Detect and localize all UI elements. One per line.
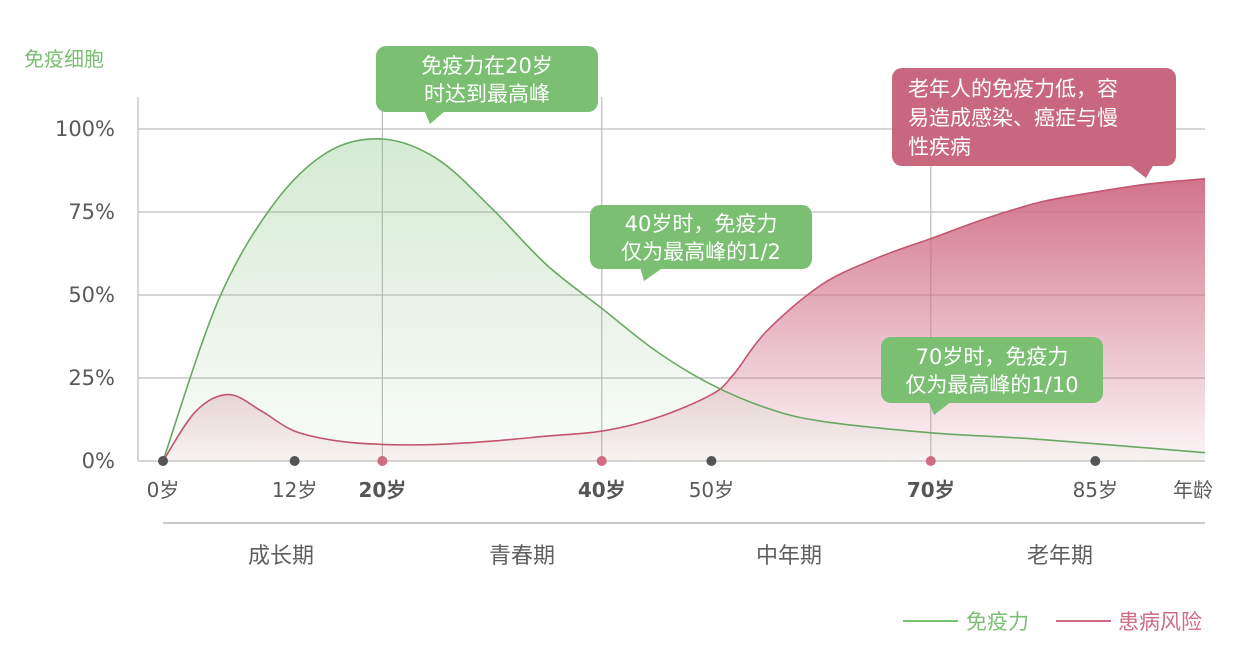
callout-peak-20: 免疫力在20岁 时达到最高峰 (376, 46, 598, 124)
callout-line: 70岁时，免疫力 (916, 345, 1069, 369)
x-tick-label: 0岁 (147, 478, 180, 502)
y-axis-title: 免疫细胞 (24, 47, 104, 71)
y-tick-label: 50% (68, 283, 115, 307)
x-tick-label: 12岁 (272, 478, 317, 502)
x-tick-dot (377, 456, 388, 466)
y-tick-labels: 0% 25% 50% 75% 100% (55, 117, 115, 473)
x-tick-label: 40岁 (578, 478, 626, 502)
series-lines (162, 138, 1206, 462)
y-tick-label: 25% (68, 366, 115, 390)
callout-line: 40岁时，免疫力 (625, 212, 778, 236)
x-tick-label: 85岁 (1073, 478, 1118, 502)
callout-pointer (640, 267, 664, 281)
callout-pointer (1128, 164, 1154, 178)
x-tick-labels: 0岁 12岁 20岁 40岁 50岁 70岁 85岁 (147, 478, 1118, 502)
callout-box (881, 337, 1103, 403)
x-tick-label: 20岁 (358, 478, 406, 502)
callout-line: 性疾病 (908, 135, 971, 159)
legend: 免疫力 患病风险 (903, 610, 1202, 634)
y-tick-label: 75% (68, 200, 115, 224)
x-axis-dots (158, 456, 1101, 466)
x-axis-title: 年龄 (1173, 478, 1213, 502)
phase-growth: 成长期 (248, 544, 314, 569)
y-tick-label: 0% (82, 449, 115, 473)
x-tick-dot (1090, 456, 1101, 466)
x-tick-label: 50岁 (689, 478, 734, 502)
callout-box (590, 205, 812, 269)
callout-line: 仅为最高峰的1/2 (621, 240, 781, 264)
callout-pointer (928, 401, 952, 415)
line-disease-risk (162, 178, 1206, 462)
callout-line: 时达到最高峰 (424, 82, 550, 106)
callout-age-70: 70岁时，免疫力 仅为最高峰的1/10 (881, 337, 1103, 415)
callout-age-40: 40岁时，免疫力 仅为最高峰的1/2 (590, 205, 812, 281)
callout-box (892, 68, 1176, 166)
phase-middle-age: 中年期 (756, 544, 822, 569)
callout-box (376, 46, 598, 112)
phase-youth: 青春期 (489, 544, 555, 569)
x-tick-dot (596, 456, 607, 466)
x-tick-dot (158, 456, 168, 466)
series-areas (163, 138, 1205, 462)
phase-old-age: 老年期 (1027, 544, 1093, 569)
x-tick-label: 70岁 (907, 478, 955, 502)
legend-label-risk: 患病风险 (1118, 610, 1202, 634)
x-tick-dot (289, 456, 300, 466)
callout-line: 老年人的免疫力低，容 (908, 77, 1118, 101)
x-tick-dot (925, 456, 936, 466)
line-immunity (162, 138, 1206, 462)
callout-pointer (424, 110, 446, 124)
callout-line: 易造成感染、癌症与慢 (908, 106, 1118, 130)
area-immunity (163, 138, 1205, 461)
x-tick-dot (706, 456, 717, 466)
legend-label-immunity: 免疫力 (966, 610, 1029, 634)
callout-line: 免疫力在20岁 (421, 54, 553, 78)
y-tick-label: 100% (55, 117, 115, 141)
callout-old-age: 老年人的免疫力低，容 易造成感染、癌症与慢 性疾病 (892, 68, 1176, 178)
callout-line: 仅为最高峰的1/10 (905, 373, 1078, 397)
